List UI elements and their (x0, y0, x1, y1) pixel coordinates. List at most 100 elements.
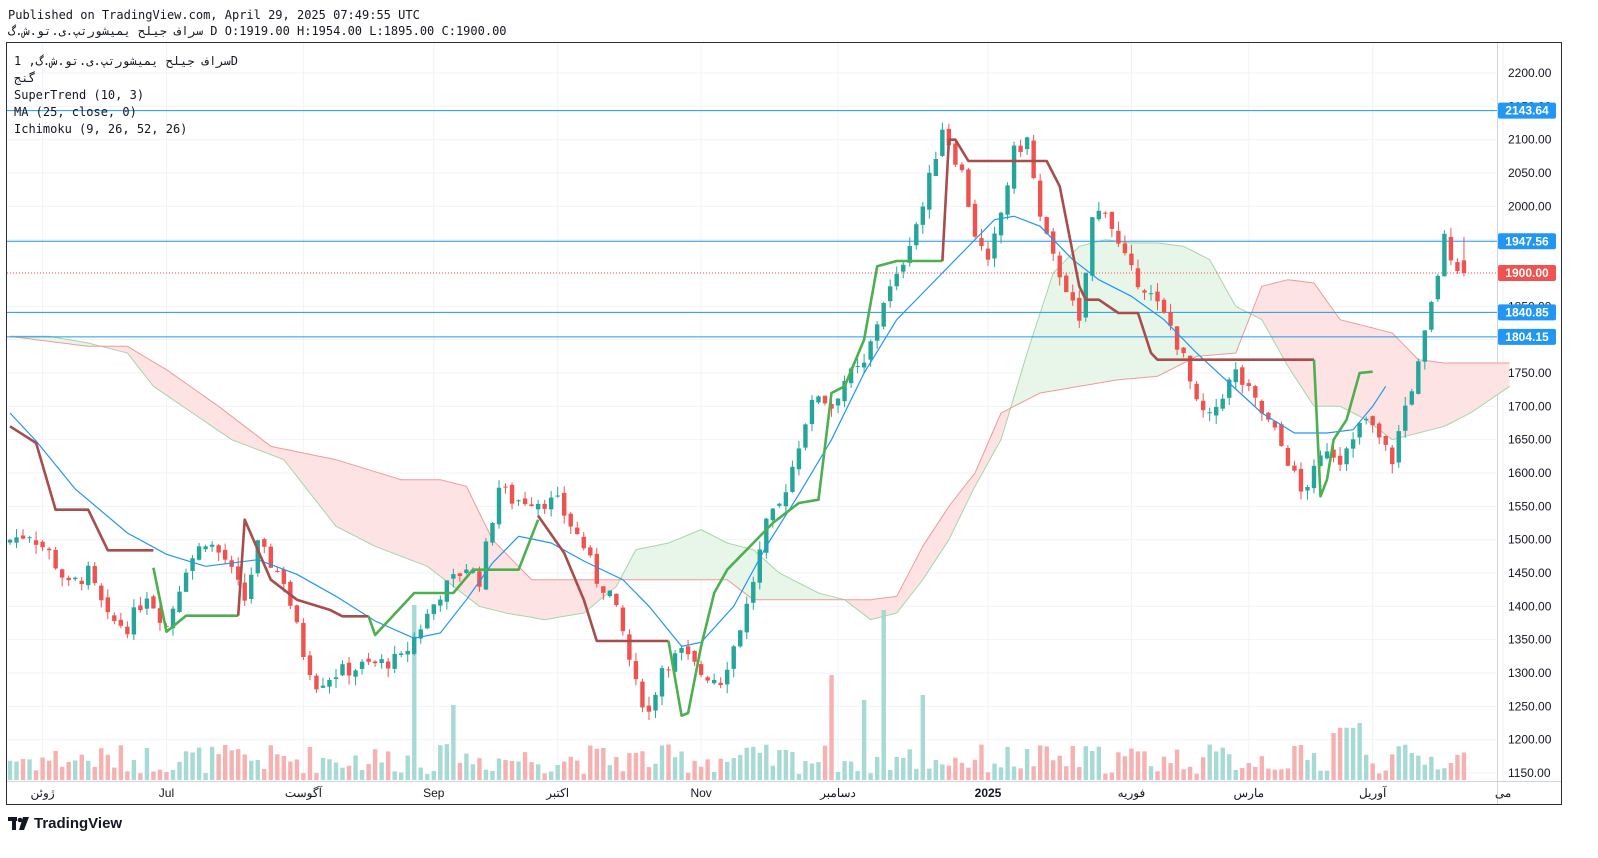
volume-bar (496, 758, 502, 780)
volume-bar (255, 759, 260, 780)
candle-body (1311, 465, 1317, 489)
volume-bar (86, 760, 91, 780)
volume-bar (66, 761, 71, 780)
candle-body (125, 626, 130, 635)
price-label-text: 2143.64 (1505, 104, 1549, 118)
candle-body (444, 580, 450, 602)
volume-bar (933, 759, 939, 780)
volume-bar (79, 754, 84, 780)
volume-bar (640, 751, 645, 780)
candle-body (1018, 145, 1023, 152)
volume-bar (314, 773, 319, 780)
volume-bar (1279, 769, 1284, 780)
volume-bar (1363, 754, 1369, 780)
candle-body (1148, 293, 1154, 295)
candle-body (275, 570, 280, 572)
y-tick-label: 1500.00 (1508, 533, 1552, 547)
ichimoku-cloud (9, 239, 1510, 621)
candle-body (953, 143, 958, 165)
volume-bar (1090, 750, 1095, 780)
volume-bar (444, 744, 450, 780)
volume-bar (751, 746, 756, 780)
volume-bar (1396, 746, 1401, 780)
y-tick-label: 1750.00 (1508, 366, 1552, 380)
volume-bar (372, 749, 378, 780)
volume-bar (1109, 772, 1115, 780)
candlestick-series (7, 122, 1467, 721)
volume-bar (183, 751, 189, 780)
volume-bar (770, 765, 776, 780)
volume-bar (483, 769, 489, 780)
candle-body (405, 650, 410, 655)
volume-bar (1207, 744, 1212, 780)
candle-body (366, 658, 371, 662)
candle-body (698, 664, 704, 675)
cloud-bearish (847, 407, 1011, 620)
candle-body (1266, 412, 1271, 420)
volume-bar (548, 771, 554, 780)
volume-bar (1168, 763, 1173, 780)
supertrend-down (941, 138, 1314, 362)
candle-body (59, 569, 65, 578)
candle-body (418, 629, 423, 639)
volume-bar (920, 695, 925, 780)
candle-body (920, 206, 925, 225)
y-tick-label: 2000.00 (1508, 199, 1552, 213)
candle-body (27, 537, 32, 539)
volume-bar (868, 773, 873, 780)
volume-bar (601, 747, 606, 780)
legend-supertrend: SuperTrend (10, 3) (14, 88, 145, 102)
candle-body (425, 613, 430, 629)
candle-body (1455, 262, 1460, 271)
volume-bar (53, 750, 58, 780)
volume-bars (7, 605, 1467, 780)
volume-bar (1148, 766, 1154, 780)
candle-body (177, 591, 182, 612)
tradingview-logo-icon (8, 816, 29, 830)
candle-body (1461, 260, 1467, 273)
volume-bar (614, 757, 619, 780)
volume-bar (1298, 744, 1304, 780)
candle-body (1116, 230, 1121, 244)
volume-bar (685, 772, 691, 780)
volume-bar (881, 610, 886, 780)
tradingview-logo[interactable]: TradingView (8, 815, 122, 832)
candle-body (53, 549, 58, 569)
candle-body (236, 566, 241, 580)
volume-bar (953, 757, 958, 780)
candle-body (1181, 347, 1186, 354)
volume-bar (112, 767, 117, 780)
candle-body (646, 705, 652, 712)
volume-bar (672, 757, 678, 780)
volume-bar (301, 773, 306, 780)
candle-body (1044, 217, 1049, 234)
volume-bar (92, 766, 97, 780)
x-tick-label: ژوئن (31, 786, 55, 800)
candle-body (314, 675, 319, 690)
volume-bar (698, 766, 704, 780)
volume-bar (177, 761, 182, 780)
supertrend-up (367, 519, 540, 637)
volume-bar (1194, 773, 1199, 780)
volume-bar (1383, 770, 1388, 780)
candle-body (946, 128, 952, 146)
legend-ticker: گنج (14, 71, 36, 85)
supertrend-down (9, 425, 154, 552)
candle-body (438, 599, 443, 606)
candle-body (1403, 405, 1408, 431)
candle-body (764, 518, 769, 553)
x-tick-label: فوریه (1118, 786, 1146, 800)
candle-body (412, 636, 417, 654)
volume-bar (118, 745, 124, 780)
candle-body (522, 498, 528, 505)
volume-bar (1096, 746, 1102, 780)
volume-bar (249, 760, 254, 780)
candle-body (685, 646, 691, 655)
candle-body (1292, 465, 1297, 471)
y-tick-label: 1700.00 (1508, 399, 1552, 413)
candle-body (659, 668, 665, 697)
volume-bar (516, 761, 521, 780)
volume-bar (711, 771, 717, 780)
volume-bar (431, 771, 436, 780)
